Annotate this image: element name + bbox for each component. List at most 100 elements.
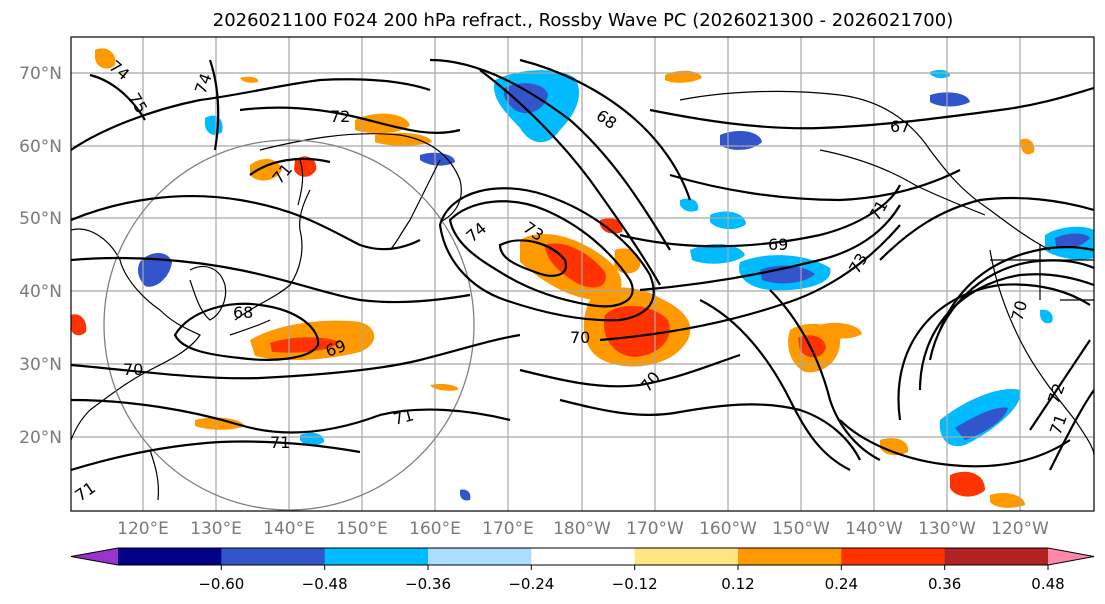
contour-line: [71, 78, 431, 151]
colorbar-extend-high: [1048, 548, 1094, 565]
contour-line: [448, 200, 634, 308]
positive-anomaly-region: [195, 417, 245, 430]
contour-line: [1049, 389, 1094, 471]
positive-anomaly-region: [990, 493, 1025, 508]
lon-label: 150°E: [336, 519, 388, 539]
contour-line: [639, 204, 901, 292]
contour-line: [208, 59, 220, 151]
negative-anomaly-core: [955, 407, 1008, 440]
positive-anomaly-region: [71, 314, 87, 336]
lon-label: 140°W: [845, 519, 903, 539]
contour-label: 69: [768, 235, 788, 254]
colorbar-swatch: [428, 548, 532, 565]
contour-line: [71, 440, 361, 472]
negative-anomaly-region: [1040, 309, 1053, 324]
contour-line: [1029, 339, 1091, 431]
contour-label: 71: [270, 433, 290, 452]
contour-line: [519, 58, 692, 201]
positive-anomaly-core: [798, 335, 826, 358]
lat-label: 30°N: [19, 355, 62, 375]
colorbar-swatch: [221, 548, 326, 565]
contour-line: [498, 239, 568, 277]
lon-label: 130°E: [190, 519, 242, 539]
contour-line: [71, 194, 421, 251]
colorbar-tick-label: 0.24: [825, 575, 858, 593]
colorbar-swatch: [531, 548, 636, 565]
lon-label: 160°E: [409, 519, 461, 539]
contour-line: [173, 302, 320, 361]
colorbar-swatches: [70, 547, 1095, 566]
contour-line: [928, 259, 1094, 361]
map-frame: [70, 36, 1095, 512]
contour-label: 71: [391, 405, 416, 429]
contour-line: [479, 69, 661, 286]
coastline-japan-south: [229, 319, 271, 336]
contour-line: [669, 169, 961, 202]
negative-anomaly-region: [460, 489, 471, 501]
colorbar-tick-label: 0.48: [1031, 575, 1064, 593]
contour-label: 72: [330, 107, 350, 126]
contour-line: [239, 106, 461, 134]
positive-anomaly-region: [294, 156, 317, 177]
contour-line: [839, 419, 1071, 468]
coastline-kamchatka: [389, 159, 441, 251]
lat-label: 60°N: [19, 137, 62, 157]
negative-anomaly-core: [503, 83, 548, 114]
contour-line: [619, 184, 901, 248]
colorbar-swatch: [841, 548, 946, 565]
contour-line: [769, 289, 881, 461]
positive-anomaly-region: [880, 438, 909, 456]
negative-anomaly-region: [930, 69, 950, 79]
coastline-philippines: [149, 449, 160, 501]
negative-anomaly-region: [137, 253, 172, 287]
negative-anomaly-region: [300, 432, 325, 446]
lat-label: 40°N: [19, 282, 62, 302]
contour-line: [429, 58, 671, 251]
positive-anomaly-region: [240, 76, 259, 83]
contour-line: [89, 73, 146, 121]
contour-label: 68: [233, 303, 253, 322]
positive-anomaly-region: [95, 48, 116, 69]
negative-anomaly-region: [720, 130, 762, 150]
negative-anomaly-region: [420, 152, 455, 166]
colorbar: −0.60 −0.48 −0.36 −0.24 −0.12 0.12 0.24 0.36 0.4…: [70, 547, 1095, 593]
positive-anomaly-region: [665, 70, 702, 83]
lon-label: 180°W: [553, 519, 611, 539]
colorbar-swatch: [738, 548, 842, 565]
contour-label: 70: [570, 328, 590, 347]
lon-label: 160°W: [699, 519, 757, 539]
colorbar-extend-low: [71, 548, 118, 565]
colorbar-tick-label: 0.12: [721, 575, 754, 593]
colorbar-ticks: −0.60 −0.48 −0.36 −0.24 −0.12 0.12 0.24 0.36 0.4…: [198, 565, 1065, 593]
contour-line: [918, 273, 1094, 391]
lon-label: 170°E: [482, 519, 534, 539]
negative-anomaly-region: [690, 243, 745, 264]
colorbar-tick-label: −0.60: [198, 575, 244, 593]
contour-line: [249, 157, 331, 176]
longitude-labels: 120°E 130°E 140°E 150°E 160°E 170°E 180°…: [117, 519, 1049, 539]
coastline-na-west: [989, 249, 1094, 456]
colorbar-tick-label: 0.36: [928, 575, 961, 593]
negative-anomaly-core: [1055, 233, 1090, 248]
lon-label: 120°E: [117, 519, 169, 539]
lon-label: 150°W: [772, 519, 830, 539]
contour-label: 70: [1008, 298, 1032, 323]
latitude-labels: 70°N 60°N 50°N 40°N 30°N 20°N: [19, 64, 62, 448]
positive-anomaly-region: [600, 218, 623, 234]
contour-line: [71, 333, 521, 380]
contour-label: 67: [890, 117, 910, 136]
contour-line: [519, 353, 741, 388]
positive-anomaly-core: [270, 337, 340, 353]
coastline-sakhalin: [297, 159, 304, 206]
positive-anomaly-region: [375, 132, 432, 146]
positive-anomaly-region: [250, 158, 282, 181]
contours: [71, 58, 1094, 472]
lon-label: 170°W: [626, 519, 684, 539]
lon-label: 120°W: [991, 519, 1049, 539]
lat-label: 20°N: [19, 428, 62, 448]
lon-label: 140°E: [263, 519, 315, 539]
contour-line: [438, 187, 655, 322]
colorbar-swatch: [118, 548, 222, 565]
colorbar-tick-label: −0.48: [302, 575, 348, 593]
